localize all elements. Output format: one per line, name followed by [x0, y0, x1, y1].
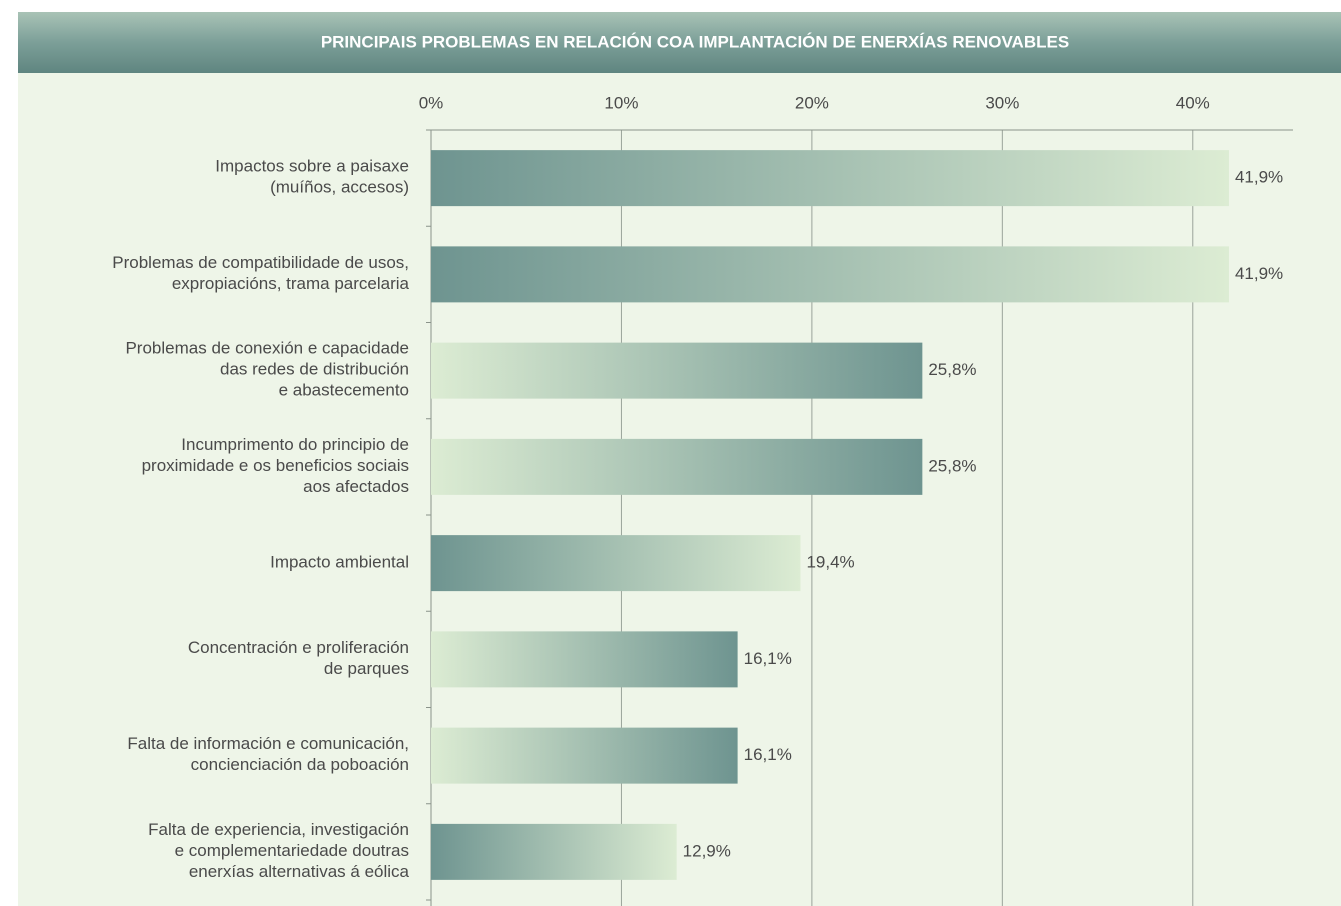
x-tick-label: 0% — [419, 93, 444, 112]
value-label: 25,8% — [928, 360, 976, 379]
bar — [431, 438, 923, 495]
bar — [431, 631, 738, 688]
x-tick-label: 10% — [604, 93, 638, 112]
y-tick-label: Impacto ambiental — [270, 553, 409, 572]
y-tick-label: Incumprimento do principio de proximidade… — [142, 435, 409, 496]
bar — [431, 727, 738, 784]
value-label: 19,4% — [806, 553, 854, 572]
bar — [431, 823, 677, 880]
y-tick-label: Impactos sobre a paisaxe (muíños, accesos… — [215, 157, 409, 197]
y-tick-label: Problemas de compatibilidade de usos, exp… — [112, 253, 409, 293]
chart-title: PRINCIPAIS PROBLEMAS EN RELACIÓN COA IMP… — [321, 32, 1069, 51]
value-label: 12,9% — [683, 841, 731, 860]
value-label: 25,8% — [928, 456, 976, 475]
y-tick-label: Falta de información e comunicación, conc… — [127, 735, 409, 775]
bar — [431, 535, 801, 592]
bar — [431, 150, 1229, 207]
title-banner — [18, 12, 1341, 73]
value-label: 41,9% — [1235, 264, 1283, 283]
bar — [431, 246, 1229, 303]
value-label: 16,1% — [744, 649, 792, 668]
x-tick-label: 30% — [985, 93, 1019, 112]
value-label: 16,1% — [744, 745, 792, 764]
y-tick-label: Concentración e proliferación de parques — [188, 638, 409, 678]
y-tick-label: Problemas de conexión e capacidade das re… — [125, 339, 409, 400]
value-label: 41,9% — [1235, 168, 1283, 187]
x-tick-label: 40% — [1176, 93, 1210, 112]
y-tick-label: Falta de experiencia, investigación e com… — [148, 820, 409, 881]
bar — [431, 342, 923, 399]
x-tick-label: 20% — [795, 93, 829, 112]
